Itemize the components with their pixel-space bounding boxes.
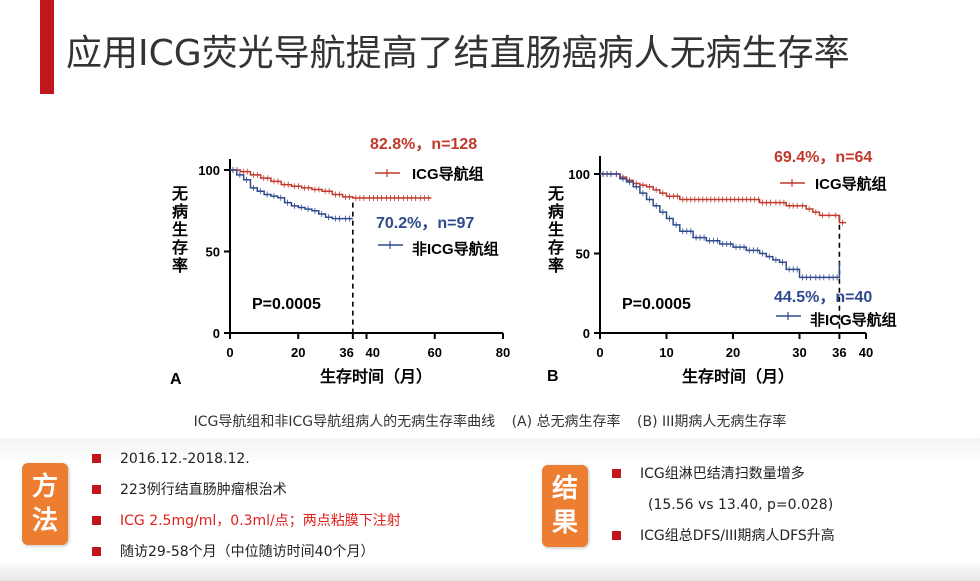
- y-tick-label: 0: [213, 326, 220, 341]
- y-tick-label: 100: [198, 163, 220, 178]
- km-curve-icg: [600, 173, 847, 224]
- chart-a-legend-nonicg: 非ICG导航组: [412, 240, 499, 258]
- x-tick-label: 20: [726, 345, 740, 360]
- methods-badge-char-1: 方: [31, 472, 58, 502]
- y-tick-label: 50: [576, 247, 590, 262]
- bullet-square-icon: [92, 454, 101, 463]
- x-tick-label: 40: [366, 345, 380, 360]
- x-tick-label: 80: [496, 345, 510, 360]
- bullet-square-icon: [92, 516, 101, 525]
- km-curve-non-icg: [230, 169, 353, 220]
- bullet-square-icon: [612, 469, 621, 478]
- slide-title: 应用ICG荧光导航提高了结直肠癌病人无病生存率: [66, 33, 850, 74]
- bullet-square-icon: [92, 547, 101, 556]
- results-list: ICG组淋巴结清扫数量增多 (15.56 vs 13.40, p=0.028) …: [612, 465, 835, 558]
- chart-b-legend-icg: ICG导航组: [815, 175, 887, 193]
- methods-item: 223例行结直肠肿瘤根治术: [92, 481, 401, 512]
- bullet-square-icon: [612, 531, 621, 540]
- chart-b-nonicg-annotation: 44.5%，n=40: [774, 289, 872, 306]
- y-tick-label: 50: [206, 245, 220, 260]
- figure-caption: ICG导航组和非ICG导航组病人的无病生存率曲线 (A) 总无病生存率 (B) …: [0, 411, 980, 431]
- results-badge-char-2: 果: [551, 508, 578, 538]
- chart-a: 0 50 100 0 20 36 40 60 80 无病生存率 生存时间（月） A P=0.00…: [170, 136, 510, 388]
- chart-b-p-value: P=0.0005: [622, 296, 691, 313]
- chart-a-p-value: P=0.0005: [252, 296, 321, 313]
- chart-b-panel-letter: B: [547, 368, 559, 385]
- results-item: (15.56 vs 13.40, p=0.028): [648, 497, 834, 513]
- x-tick-label: 10: [659, 345, 673, 360]
- x-tick-label: 36: [832, 345, 846, 360]
- chart-b-lines: [600, 171, 847, 333]
- x-tick-label: 0: [596, 345, 603, 360]
- chart-a-panel-letter: A: [170, 371, 182, 388]
- chart-a-lines: [230, 167, 432, 333]
- chart-a-ticks: 0 50 100 0 20 36 40 60 80: [198, 163, 510, 360]
- x-tick-label: 20: [291, 345, 305, 360]
- y-tick-label: 0: [583, 326, 590, 341]
- methods-badge: 方 法: [22, 463, 68, 545]
- caption-main: ICG导航组和非ICG导航组病人的无病生存率曲线: [193, 414, 496, 430]
- x-tick-label: 40: [859, 345, 873, 360]
- bullet-square-icon: [92, 485, 101, 494]
- y-tick-label: 100: [568, 167, 590, 182]
- results-item: ICG组淋巴结清扫数量增多: [612, 465, 835, 496]
- chart-a-icg-annotation: 82.8%，n=128: [370, 136, 477, 153]
- x-tick-label: 36: [339, 345, 353, 360]
- caption-b: (B) III期病人无病生存率: [637, 414, 787, 430]
- x-tick-label: 60: [428, 345, 442, 360]
- title-accent-bar: [40, 0, 54, 94]
- chart-b-xlabel: 生存时间（月）: [682, 367, 794, 386]
- caption-a: (A) 总无病生存率: [511, 414, 621, 430]
- methods-list: 2016.12.-2018.12. 223例行结直肠肿瘤根治术 ICG 2.5m…: [92, 450, 401, 574]
- chart-a-xlabel: 生存时间（月）: [320, 367, 432, 386]
- chart-a-legend-icg: ICG导航组: [412, 165, 484, 183]
- methods-item: ICG 2.5mg/ml，0.3ml/点；两点粘膜下注射: [92, 512, 401, 543]
- results-badge: 结 果: [542, 465, 588, 547]
- x-tick-label: 30: [792, 345, 806, 360]
- bottom-panel: [0, 438, 980, 581]
- x-tick-label: 0: [226, 345, 233, 360]
- chart-b-ticks: 0 50 100 0 10 20 30 36 40: [568, 167, 873, 360]
- chart-a-ylabel: 无病生存率: [171, 185, 188, 275]
- km-curve-icg: [230, 169, 432, 199]
- chart-b-icg-annotation: 69.4%，n=64: [774, 149, 872, 166]
- chart-b: 0 50 100 0 10 20 30 36 40 无病生存率 生存时间（月） B P=0.00…: [547, 149, 897, 386]
- chart-b-ylabel: 无病生存率: [547, 185, 564, 275]
- results-item: ICG组总DFS/III期病人DFS升高: [612, 527, 835, 558]
- methods-item: 随访29-58个月（中位随访时间40个月）: [92, 543, 401, 574]
- methods-item: 2016.12.-2018.12.: [92, 450, 401, 481]
- methods-badge-char-2: 法: [31, 506, 58, 536]
- results-badge-char-1: 结: [551, 474, 578, 504]
- chart-a-nonicg-annotation: 70.2%，n=97: [376, 215, 474, 232]
- chart-b-legend-nonicg: 非ICG导航组: [810, 311, 897, 329]
